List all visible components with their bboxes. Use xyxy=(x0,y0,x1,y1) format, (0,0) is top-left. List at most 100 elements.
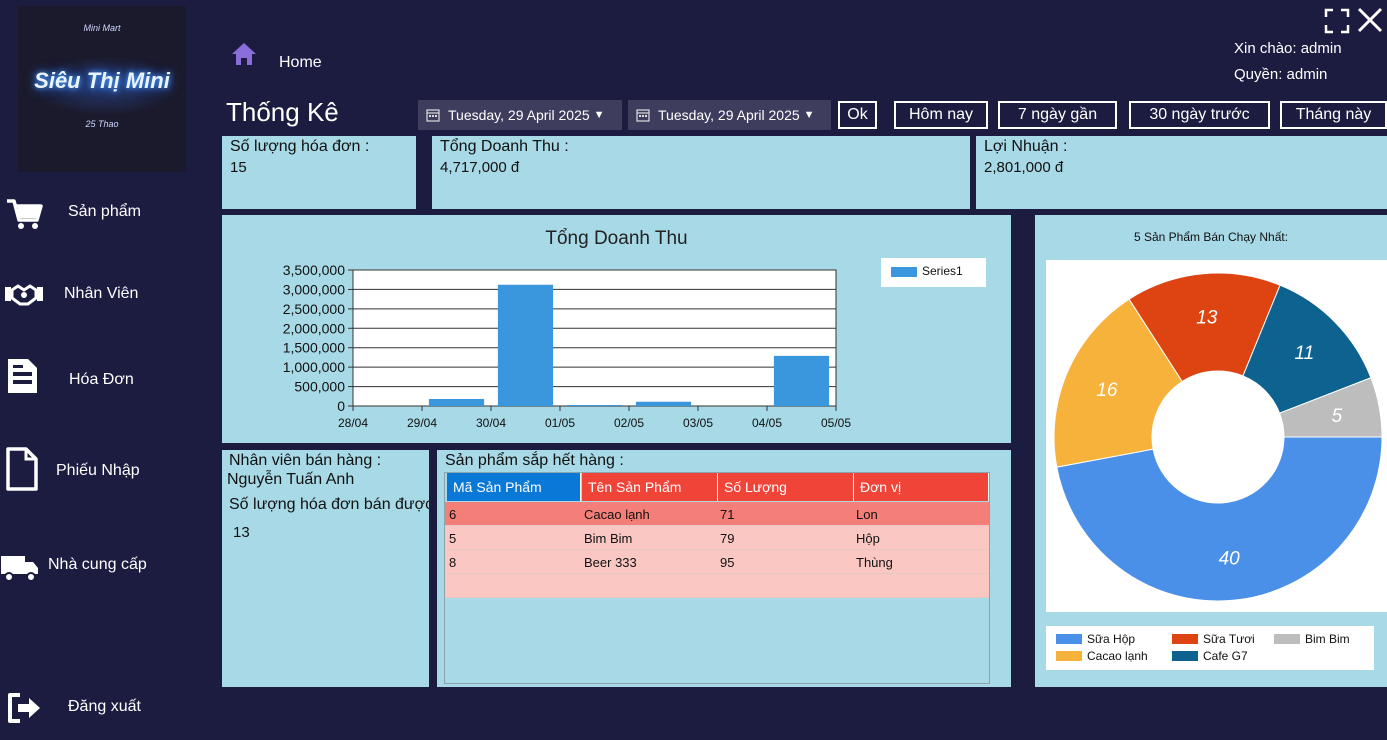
sidebar-item-invoices[interactable]: Hóa Đơn xyxy=(0,352,213,402)
profit-card: Lợi Nhuận : 2,801,000 đ xyxy=(976,136,1387,209)
legend-label: Cacao lạnh xyxy=(1087,649,1148,663)
table-cell: 95 xyxy=(720,555,735,570)
legend-swatch xyxy=(891,267,917,277)
table-row[interactable]: 8 Beer 333 95 Thùng xyxy=(445,550,989,574)
employee-invoice-count-value: 13 xyxy=(233,524,250,541)
close-icon[interactable] xyxy=(1356,6,1384,34)
ok-button[interactable]: Ok xyxy=(838,101,877,129)
y-tick-label: 3,500,000 xyxy=(283,262,345,278)
last-7-days-button[interactable]: 7 ngày gần xyxy=(998,101,1117,129)
truck-icon xyxy=(1,556,38,582)
slice-label: 5 xyxy=(1332,406,1343,427)
last-30-days-button[interactable]: 30 ngày trước xyxy=(1129,101,1270,129)
profit-value: 2,801,000 đ xyxy=(984,159,1064,176)
page-title: Thống Kê xyxy=(226,97,339,127)
y-tick-label: 3,000,000 xyxy=(283,281,345,297)
legend-label: Sữa Hộp xyxy=(1087,632,1136,646)
employee-invoice-count-label: Số lượng hóa đơn bán được xyxy=(229,496,429,513)
sidebar-item-employees[interactable]: Nhân Viên xyxy=(0,268,213,318)
revenue-bar-chart: 0 500,000 1,000,000 1,500,000 2,000,000 2,500… xyxy=(283,262,852,430)
sidebar-item-products[interactable]: Sản phẩm xyxy=(0,188,213,238)
column-header[interactable]: Đơn vị xyxy=(854,473,989,501)
invoice-count-card: Số lượng hóa đơn : 15 xyxy=(222,136,416,209)
chevron-down-icon: ▼ xyxy=(593,109,605,121)
revenue-label: Tổng Doanh Thu : xyxy=(440,138,569,155)
breadcrumb-home[interactable]: Home xyxy=(279,54,322,71)
table-cell: 6 xyxy=(449,507,457,522)
table-new-row[interactable] xyxy=(445,574,989,598)
table-cell: 5 xyxy=(449,531,457,546)
chart-title: Tổng Doanh Thu xyxy=(545,228,688,249)
revenue-card: Tổng Doanh Thu : 4,717,000 đ xyxy=(432,136,970,209)
app-logo: Mini Mart Siêu Thị Mini 25 Thao xyxy=(18,6,186,172)
x-tick-label: 29/04 xyxy=(407,416,437,430)
low-stock-label: Sản phẩm sắp hết hàng : xyxy=(445,452,624,469)
sidebar-item-label: Sản phẩm xyxy=(68,203,141,220)
legend-label: Sữa Tươi xyxy=(1203,632,1255,646)
maximize-icon[interactable] xyxy=(1324,8,1350,34)
x-tick-label: 28/04 xyxy=(338,416,368,430)
pie-slice xyxy=(1242,284,1372,414)
pie-slice xyxy=(1053,298,1183,468)
logo-tagline: Mini Mart xyxy=(83,23,121,33)
calendar-icon xyxy=(636,109,650,122)
logout-button[interactable]: Đăng xuất xyxy=(0,682,213,732)
bar xyxy=(773,355,830,406)
from-date-picker[interactable]: Tuesday, 29 April 2025 ▼ xyxy=(418,100,622,130)
x-tick-label: 02/05 xyxy=(614,416,644,430)
x-tick-label: 04/05 xyxy=(752,416,782,430)
table-row[interactable]: 6 Cacao lạnh 71 Lon xyxy=(445,502,989,526)
y-tick-label: 0 xyxy=(337,398,345,414)
employee-label: Nhân viên bán hàng : xyxy=(229,452,382,469)
role-text: Quyền: admin xyxy=(1234,66,1328,83)
column-header[interactable]: Số Lượng xyxy=(718,473,854,501)
sidebar-item-suppliers[interactable]: Nhà cung cấp xyxy=(0,540,213,590)
to-date-value: Tuesday, 29 April 2025 xyxy=(658,107,800,123)
slice-label: 11 xyxy=(1294,343,1314,364)
this-month-button[interactable]: Tháng này xyxy=(1280,101,1387,129)
sidebar-item-imports[interactable]: Phiếu Nhập xyxy=(0,444,213,494)
home-icon[interactable] xyxy=(231,42,257,66)
column-header[interactable]: Mã Sản Phẩm xyxy=(447,473,581,501)
employee-name: Nguyễn Tuấn Anh xyxy=(227,471,355,488)
logo-glow xyxy=(30,56,180,116)
table-cell: Hộp xyxy=(856,531,880,546)
greeting-text: Xin chào: admin xyxy=(1234,40,1342,57)
table-cell: 79 xyxy=(720,531,735,546)
y-tick-label: 1,500,000 xyxy=(283,340,345,356)
legend-swatch xyxy=(1172,634,1198,644)
column-header[interactable]: Tên Sản Phẩm xyxy=(582,473,718,501)
logo-subtitle: 25 Thao xyxy=(85,119,119,129)
table-header: Mã Sản Phẩm Tên Sản Phẩm Số Lượng Đơn vị xyxy=(445,473,989,501)
pie-chart-area: 40 16 13 11 5 xyxy=(1046,260,1387,612)
y-tick-label: 500,000 xyxy=(294,379,345,395)
low-stock-table[interactable]: Mã Sản Phẩm Tên Sản Phẩm Số Lượng Đơn vị… xyxy=(444,472,990,684)
legend-swatch xyxy=(1274,634,1300,644)
legend-label: Cafe G7 xyxy=(1203,649,1248,663)
bar xyxy=(428,399,485,406)
chart-legend: Series1 xyxy=(881,258,986,287)
slice-label: 16 xyxy=(1096,380,1118,401)
table-cell: Bim Bim xyxy=(584,531,633,546)
y-tick-label: 2,000,000 xyxy=(283,320,345,336)
legend-swatch xyxy=(1172,651,1198,661)
logout-icon xyxy=(8,693,40,723)
invoice-count-value: 15 xyxy=(230,159,247,176)
x-tick-label: 05/05 xyxy=(821,416,851,430)
sidebar-item-label: Nhân Viên xyxy=(64,285,139,302)
profit-label: Lợi Nhuận : xyxy=(984,138,1068,155)
sidebar-item-label: Hóa Đơn xyxy=(69,371,134,388)
pie-slice xyxy=(1278,377,1383,438)
table-row[interactable]: 5 Bim Bim 79 Hộp xyxy=(445,526,989,550)
sidebar-item-label: Nhà cung cấp xyxy=(48,556,147,573)
slice-label: 40 xyxy=(1219,548,1241,569)
legend-swatch xyxy=(1056,634,1082,644)
sidebar-item-label: Đăng xuất xyxy=(68,698,141,715)
to-date-picker[interactable]: Tuesday, 29 April 2025 ▼ xyxy=(628,100,831,130)
table-cell: Beer 333 xyxy=(584,555,637,570)
bar xyxy=(635,401,692,406)
x-tick-label: 01/05 xyxy=(545,416,575,430)
cart-icon xyxy=(7,199,43,229)
pie-slice xyxy=(1128,272,1281,383)
today-button[interactable]: Hôm nay xyxy=(894,101,988,129)
